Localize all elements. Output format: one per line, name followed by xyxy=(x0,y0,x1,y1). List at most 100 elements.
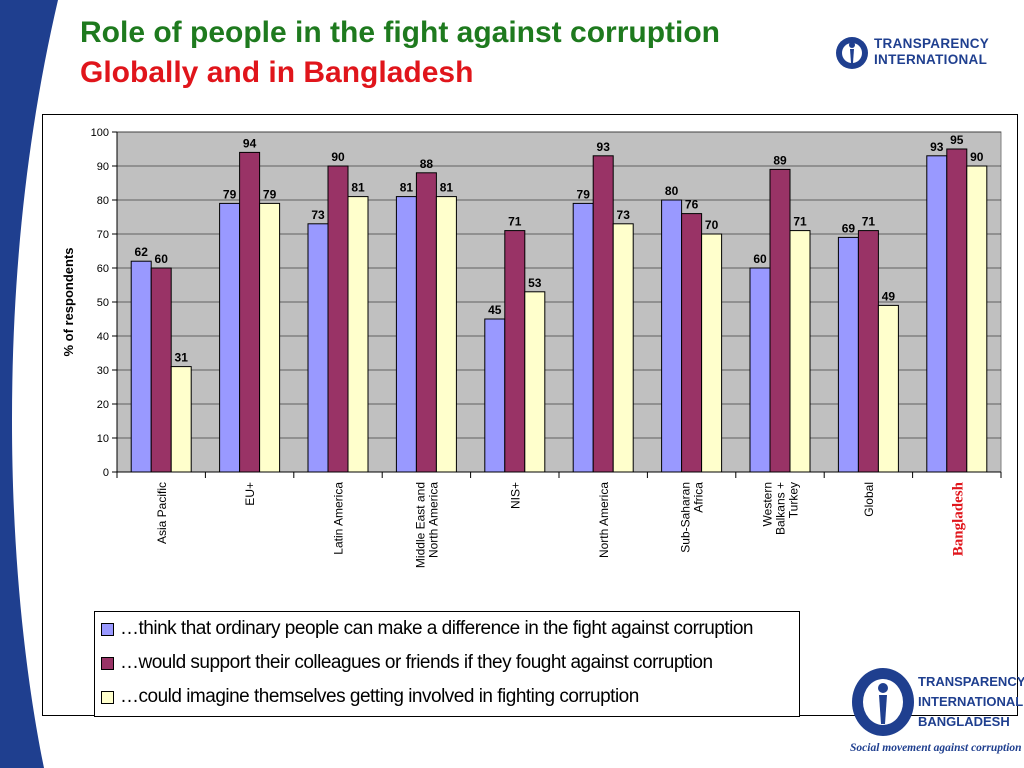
x-tick-label: Latin America xyxy=(332,482,346,555)
x-tick-label-line: Africa xyxy=(692,482,706,513)
bar xyxy=(966,165,988,473)
y-tick-label: 90 xyxy=(97,161,109,173)
data-label: 79 xyxy=(577,187,591,201)
bar xyxy=(239,151,261,473)
data-label: 71 xyxy=(793,215,807,229)
bar xyxy=(219,202,241,473)
x-tick-label-line: Balkans + xyxy=(774,482,788,535)
tib-logo-word-2: INTERNATIONAL xyxy=(918,694,1024,709)
x-tick-label-line: Bangladesh xyxy=(950,481,966,556)
y-axis-label: % of respondents xyxy=(61,247,76,356)
tib-logo-word-1: TRANSPARENCY xyxy=(918,674,1024,689)
data-label: 49 xyxy=(882,289,896,303)
chart-legend: …think that ordinary people can make a d… xyxy=(94,611,800,717)
data-label: 69 xyxy=(842,221,856,235)
data-label: 79 xyxy=(223,187,237,201)
x-tick-label: Middle East andNorth America xyxy=(413,482,440,568)
data-label: 73 xyxy=(311,208,325,222)
data-label: 45 xyxy=(488,303,502,317)
data-label: 93 xyxy=(597,140,611,154)
x-tick-label-line: Western xyxy=(761,482,775,526)
bar xyxy=(130,260,152,473)
x-tick-label-line: Turkey xyxy=(787,482,801,518)
data-label: 79 xyxy=(263,187,277,201)
x-tick-label-line: North America xyxy=(426,482,440,558)
data-label: 53 xyxy=(528,276,542,290)
ti-logo-word-1: TRANSPARENCY xyxy=(874,36,990,51)
data-label: 31 xyxy=(175,351,189,365)
x-tick-label: Bangladesh xyxy=(950,481,966,556)
bar xyxy=(484,318,506,473)
slide-title: Role of people in the fight against corr… xyxy=(80,16,720,49)
legend-swatch-3 xyxy=(101,690,114,704)
bar xyxy=(701,233,723,473)
bar xyxy=(946,148,968,473)
data-label: 81 xyxy=(440,181,454,195)
data-label: 76 xyxy=(685,198,699,212)
chart-area: 0 10 20 30 40 50 60 70 80 90 100 % of respondents 62… xyxy=(42,114,1018,717)
y-tick-label: 60 xyxy=(97,263,109,275)
legend-label-1: …think that ordinary people can make a d… xyxy=(120,618,754,639)
bar xyxy=(612,223,634,473)
y-tick-label: 10 xyxy=(97,433,109,445)
x-tick-label: EU+ xyxy=(243,482,257,506)
y-tick-label: 80 xyxy=(97,195,109,207)
bar xyxy=(769,168,791,473)
x-tick-label-line: Global xyxy=(862,482,876,517)
x-tick-label: Sub-SaharanAfrica xyxy=(679,482,706,553)
bar xyxy=(307,223,329,473)
bar xyxy=(857,230,879,473)
y-tick-label: 40 xyxy=(97,331,109,343)
ti-emblem-icon xyxy=(836,37,868,69)
data-label: 81 xyxy=(351,181,365,195)
tib-logo: TRANSPARENCY INTERNATIONAL BANGLADESH So… xyxy=(846,664,1024,768)
legend-item: …think that ordinary people can make a d… xyxy=(101,615,754,643)
legend-label-2: …would support their colleagues or frien… xyxy=(120,652,713,673)
bar xyxy=(749,267,771,473)
bar xyxy=(395,196,417,473)
data-label: 89 xyxy=(773,153,787,167)
data-label: 60 xyxy=(155,252,169,266)
x-tick-label: Global xyxy=(862,482,876,517)
left-blue-swoosh xyxy=(0,0,58,768)
x-tick-label: North America xyxy=(597,482,611,558)
data-label: 70 xyxy=(705,218,719,232)
data-label: 90 xyxy=(331,150,345,164)
bar xyxy=(170,366,192,473)
bar xyxy=(592,155,614,473)
data-label: 60 xyxy=(753,252,767,266)
x-tick-label-line: NIS+ xyxy=(508,482,522,509)
x-tick-label-line: EU+ xyxy=(243,482,257,506)
y-tick-label: 20 xyxy=(97,399,109,411)
x-tick-label: NIS+ xyxy=(508,482,522,509)
x-tick-label-line: Latin America xyxy=(332,482,346,555)
data-label: 62 xyxy=(135,245,149,259)
x-tick-label-line: Sub-Saharan xyxy=(679,482,693,553)
legend-swatch-1 xyxy=(101,622,114,636)
x-tick-label: Asia Pacific xyxy=(155,482,169,544)
transparency-international-logo: TRANSPARENCY INTERNATIONAL xyxy=(832,32,1012,76)
slide-subtitle: Globally and in Bangladesh xyxy=(80,56,474,89)
data-label: 73 xyxy=(617,208,631,222)
legend-label-3: …could imagine themselves getting involv… xyxy=(120,686,639,707)
bar xyxy=(259,202,281,473)
y-tick-label: 30 xyxy=(97,365,109,377)
data-label: 94 xyxy=(243,136,257,150)
tib-logo-word-3: BANGLADESH xyxy=(918,714,1010,729)
bar xyxy=(415,172,437,473)
bar xyxy=(789,230,811,473)
legend-swatch-2 xyxy=(101,656,114,670)
data-label: 88 xyxy=(420,157,434,171)
data-label: 80 xyxy=(665,184,679,198)
data-label: 93 xyxy=(930,140,944,154)
tib-emblem-icon xyxy=(852,668,914,736)
y-tick-label: 70 xyxy=(97,229,109,241)
data-label: 81 xyxy=(400,181,414,195)
bar xyxy=(347,196,369,473)
y-tick-label: 100 xyxy=(91,127,109,139)
x-tick-label-line: North America xyxy=(597,482,611,558)
x-tick-label-line: Middle East and xyxy=(413,482,427,568)
tib-tagline: Social movement against corruption xyxy=(850,742,1022,754)
bar xyxy=(837,236,859,473)
bar xyxy=(877,304,899,473)
